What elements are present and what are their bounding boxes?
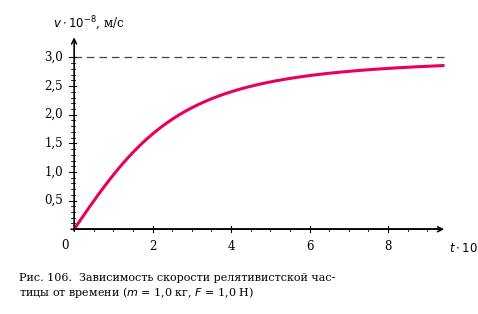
Text: 2,5: 2,5: [44, 79, 63, 93]
Text: 4: 4: [228, 240, 235, 252]
Text: 6: 6: [306, 240, 313, 252]
Text: 0: 0: [62, 239, 69, 252]
Text: 1,5: 1,5: [44, 137, 63, 150]
Text: 0,5: 0,5: [44, 194, 63, 207]
Text: 2: 2: [149, 240, 156, 252]
Text: Рис. 106.  Зависимость скорости релятивистской час-
тицы от времени ($m$ = 1,0 к: Рис. 106. Зависимость скорости релятивис…: [19, 273, 336, 300]
Text: 1,0: 1,0: [44, 165, 63, 178]
Text: 3,0: 3,0: [44, 51, 63, 64]
Text: 2,0: 2,0: [44, 108, 63, 121]
Text: $t \cdot 10^{-8}$, с: $t \cdot 10^{-8}$, с: [449, 240, 478, 257]
Text: 8: 8: [384, 240, 392, 252]
Text: $v \cdot 10^{-8}$, м/с: $v \cdot 10^{-8}$, м/с: [53, 14, 124, 33]
